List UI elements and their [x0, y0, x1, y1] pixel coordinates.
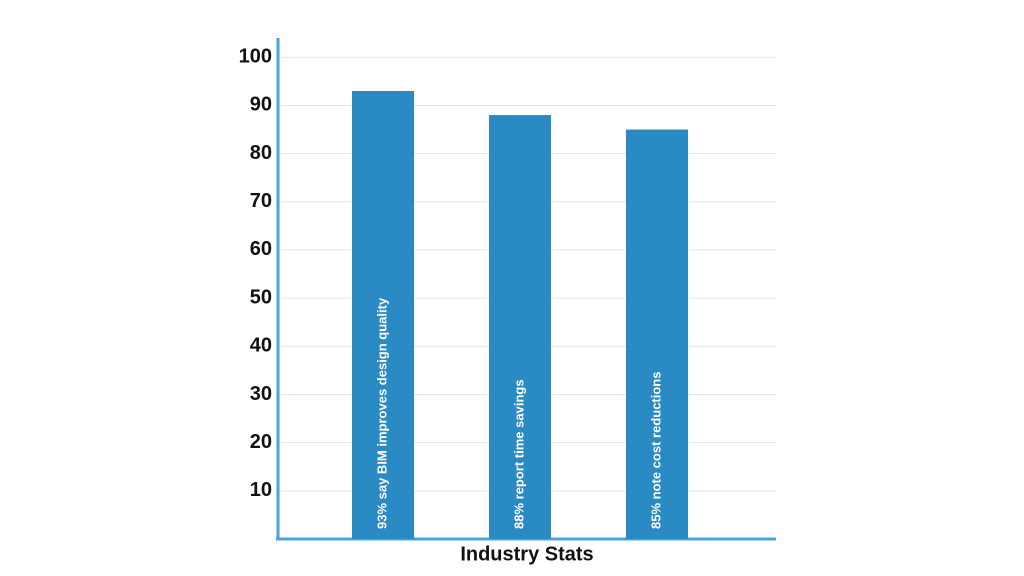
bar [352, 90, 414, 539]
x-axis-label: Industry Stats [460, 543, 593, 565]
y-tick-label: 30 [250, 383, 272, 405]
y-tick-label: 60 [250, 238, 272, 260]
y-tick-label: 50 [250, 286, 272, 308]
y-tick-label: 10 [250, 479, 272, 501]
y-tick-label: 40 [250, 335, 272, 357]
y-tick-label: 20 [250, 431, 272, 453]
value-label: 85% note cost reductions [648, 372, 663, 529]
y-tick-label: 100 [239, 46, 272, 68]
value-label: 88% report time savings [511, 379, 526, 529]
bar [626, 129, 688, 539]
y-tick-label: 80 [250, 142, 272, 164]
bar [489, 115, 551, 540]
value-label: 93% say BIM improves design quality [374, 297, 389, 529]
y-tick-label: 70 [250, 190, 272, 212]
y-tick-label: 90 [250, 94, 272, 116]
